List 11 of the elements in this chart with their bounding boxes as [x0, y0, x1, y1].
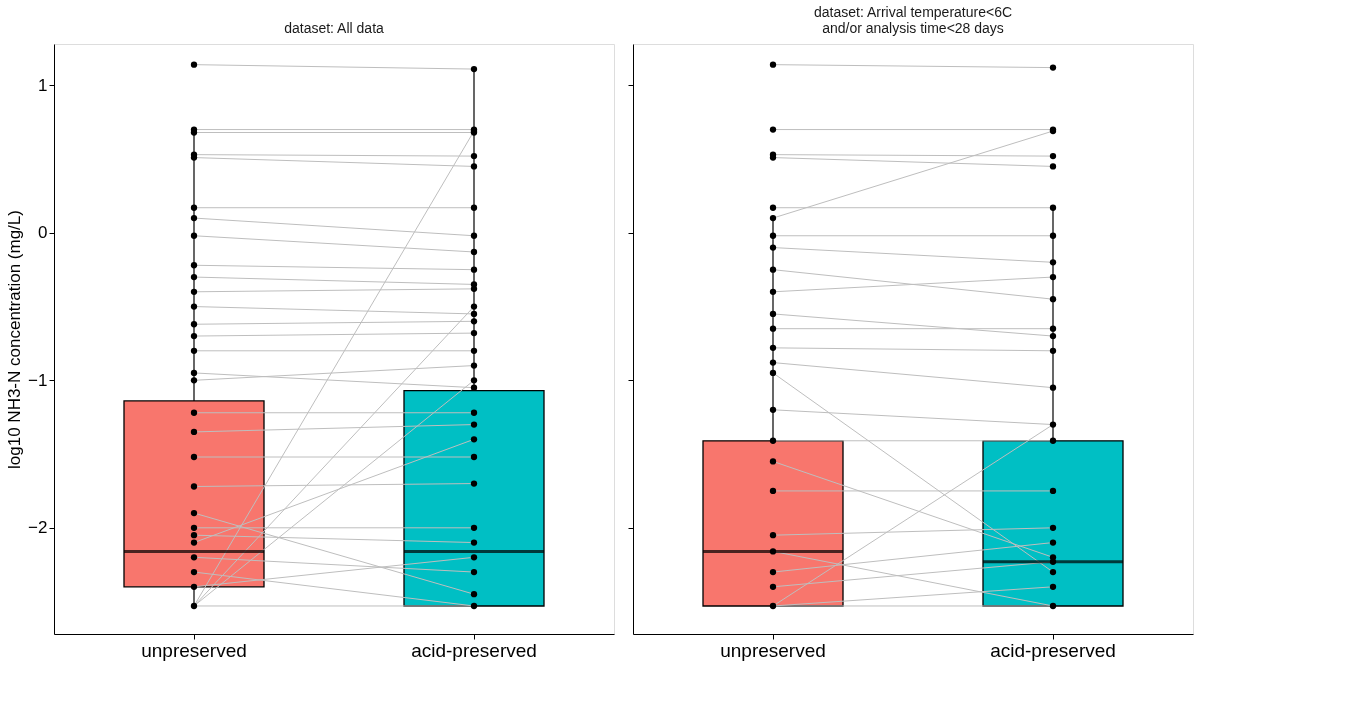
x-tick-label: unpreserved [141, 639, 247, 661]
x-tick-label: acid-preserved [411, 639, 537, 661]
y-tick-label: −1 [28, 370, 48, 390]
x-tick-label: unpreserved [720, 639, 826, 661]
y-tick-label: 0 [38, 223, 48, 243]
y-tick-label: 1 [38, 75, 48, 95]
x-tick-label: acid-preserved [990, 639, 1116, 661]
y-axis-title: log10 NH3-N concentration (mg/L) [5, 210, 25, 469]
chart-title: dataset: All data [284, 20, 385, 36]
chart-title: dataset: Arrival temperature<6C and/or analysis time<28 days [813, 4, 1013, 36]
y-tick-label: −2 [28, 518, 48, 538]
